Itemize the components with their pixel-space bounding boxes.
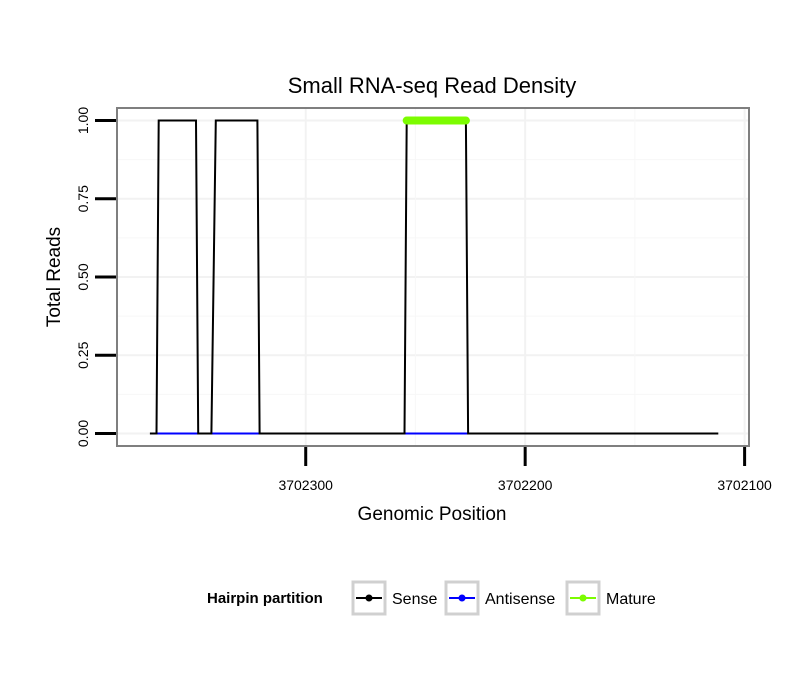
x-axis-title: Genomic Position xyxy=(358,504,507,525)
y-axis: 0.00 0.25 0.50 0.75 1.00 xyxy=(75,107,116,447)
legend: Hairpin partition Sense Antisense Mature xyxy=(207,580,656,616)
legend-key-point xyxy=(365,594,373,602)
y-tick-label: 0.50 xyxy=(75,263,91,290)
y-tick-label: 0.25 xyxy=(75,341,91,368)
legend-label: Mature xyxy=(606,591,656,608)
y-axis-title: Total Reads xyxy=(44,227,65,327)
series-lines xyxy=(149,116,719,435)
y-tick-label: 0.00 xyxy=(75,420,91,447)
legend-label: Sense xyxy=(392,591,437,608)
y-tick-label: 0.75 xyxy=(75,185,91,212)
legend-label: Antisense xyxy=(485,591,555,608)
legend-key-point xyxy=(579,594,587,602)
legend-items: Sense Antisense Mature xyxy=(351,580,656,616)
y-tick-label: 1.00 xyxy=(75,107,91,134)
x-axis: 3702300 3702200 3702100 xyxy=(278,447,772,493)
x-tick-label: 3702200 xyxy=(498,477,553,493)
x-tick-label: 3702100 xyxy=(717,477,772,493)
legend-key-point xyxy=(458,594,466,602)
legend-title: Hairpin partition xyxy=(207,590,323,607)
x-tick-label: 3702300 xyxy=(278,477,333,493)
chart-title: Small RNA-seq Read Density xyxy=(288,73,577,98)
plot-panel xyxy=(116,107,750,447)
